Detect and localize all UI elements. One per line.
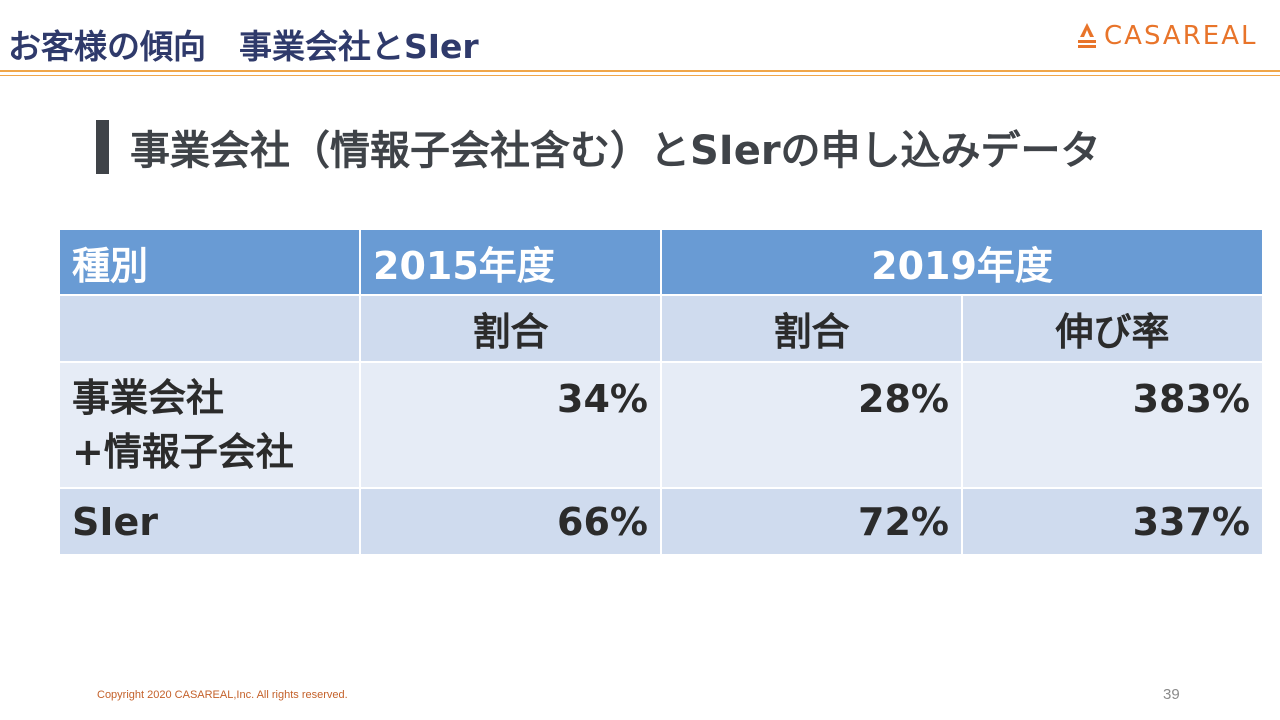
logo-mark-icon — [1078, 23, 1096, 48]
slide-title: お客様の傾向 事業会社とSIer — [8, 27, 479, 66]
header-rule — [0, 70, 1280, 72]
header-2019: 2019年度 — [659, 228, 1265, 296]
page-number: 39 — [1163, 686, 1180, 703]
ratio-2015-cell: 34% — [359, 361, 662, 489]
ratio-2019-cell: 28% — [660, 361, 963, 489]
growth-cell: 337% — [960, 487, 1265, 556]
ratio-2019-cell: 72% — [660, 487, 963, 556]
row-label-line: 事業会社 — [72, 376, 225, 420]
casareal-logo: CASAREAL — [1076, 22, 1257, 50]
table-header-row: 種別 2015年度 2019年度 — [58, 228, 1265, 296]
section-marker — [96, 120, 109, 174]
copyright-text: Copyright 2020 CASAREAL,Inc. All rights … — [97, 689, 348, 701]
table-row: 事業会社 +情報子会社 34% 28% 383% — [58, 361, 1265, 489]
header-type: 種別 — [58, 228, 361, 296]
table-row: SIer 66% 72% 337% — [58, 487, 1265, 556]
subheader-ratio-2019: 割合 — [660, 294, 963, 363]
data-table: 種別 2015年度 2019年度 割合 割合 伸び率 事業会社 +情報子会社 3… — [58, 228, 1265, 556]
section-heading: 事業会社（情報子会社含む）とSIerの申し込みデータ — [130, 128, 1101, 174]
row-label-line: +情報子会社 — [72, 430, 294, 474]
table-subheader-row: 割合 割合 伸び率 — [58, 294, 1265, 363]
subheader-ratio-2015: 割合 — [359, 294, 662, 363]
ratio-2015-cell: 66% — [359, 487, 662, 556]
logo-text: CASAREAL — [1104, 21, 1258, 51]
subheader-empty — [58, 294, 361, 363]
header-2015: 2015年度 — [359, 228, 662, 296]
growth-cell: 383% — [960, 361, 1265, 489]
row-label: SIer — [58, 487, 361, 556]
header-rule-thin — [0, 75, 1280, 76]
row-label: 事業会社 +情報子会社 — [58, 361, 361, 489]
subheader-growth: 伸び率 — [960, 294, 1265, 363]
